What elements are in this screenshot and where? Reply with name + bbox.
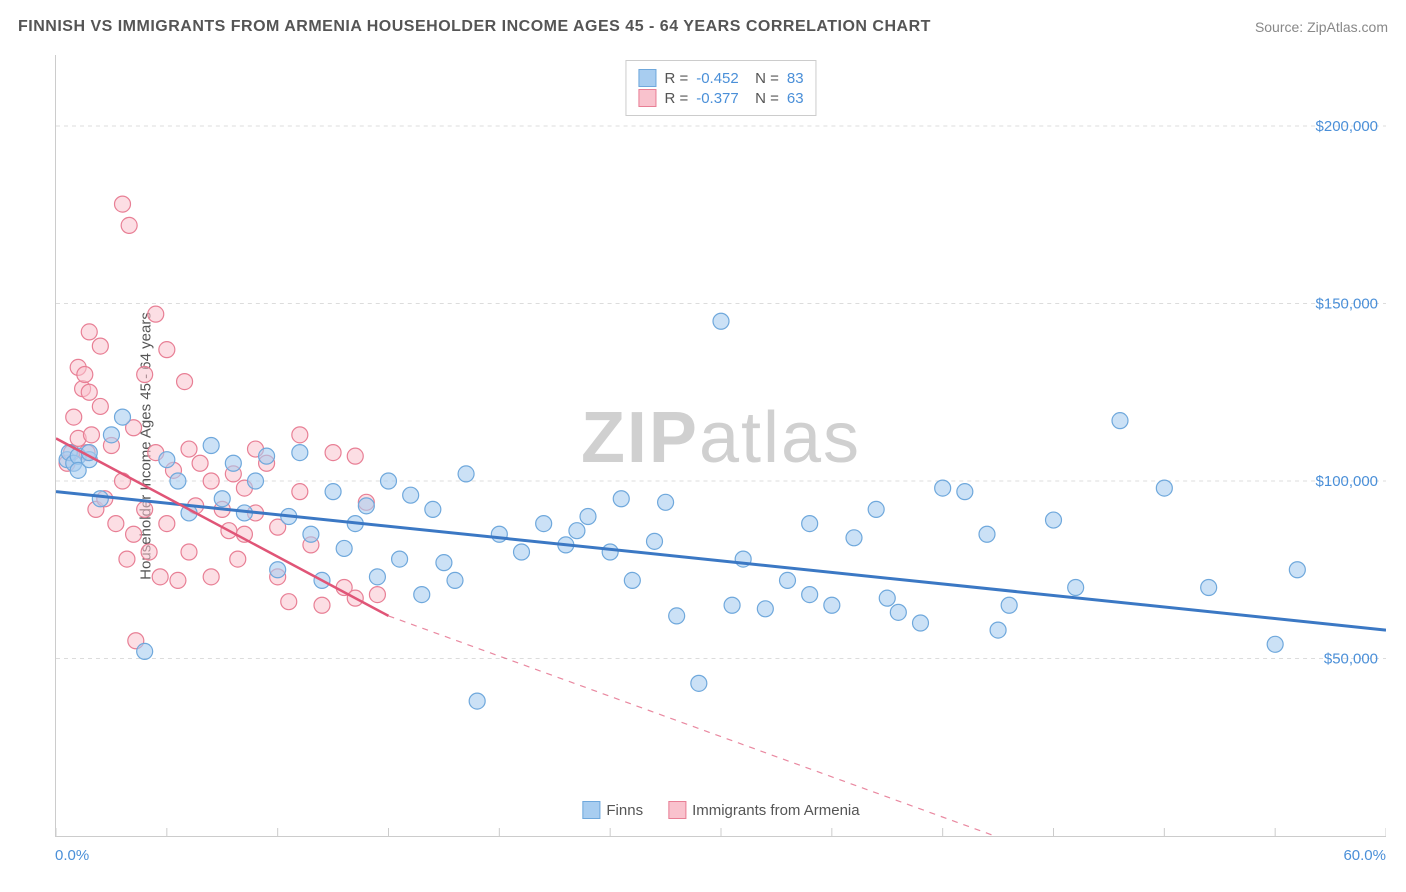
svg-text:$100,000: $100,000 <box>1316 473 1378 490</box>
chart-title: FINNISH VS IMMIGRANTS FROM ARMENIA HOUSE… <box>18 18 931 36</box>
x-axis-end-label: 60.0% <box>1343 847 1386 864</box>
swatch-finns <box>638 69 656 87</box>
correlation-stats-legend: R = -0.452 N = 83 R = -0.377 N = 63 <box>625 60 816 116</box>
legend-label: Immigrants from Armenia <box>692 802 860 819</box>
source-attribution: Source: ZipAtlas.com <box>1255 19 1388 35</box>
svg-text:$50,000: $50,000 <box>1324 650 1378 667</box>
scatter-plot-svg: $50,000 $100,000 $150,000 $200,000 <box>56 55 1386 836</box>
legend-item-armenia: Immigrants from Armenia <box>668 801 860 819</box>
svg-text:$200,000: $200,000 <box>1316 118 1378 135</box>
legend-item-finns: Finns <box>582 801 643 819</box>
series-legend: Finns Immigrants from Armenia <box>574 799 867 821</box>
swatch-armenia-icon <box>668 801 686 819</box>
x-axis-start-label: 0.0% <box>55 847 89 864</box>
chart-plot-area: ZIPatlas R = -0.452 N = 83 R = -0.377 N … <box>55 55 1386 837</box>
swatch-finns-icon <box>582 801 600 819</box>
stats-row-finns: R = -0.452 N = 83 <box>638 69 803 87</box>
swatch-armenia <box>638 89 656 107</box>
stats-row-armenia: R = -0.377 N = 63 <box>638 89 803 107</box>
legend-label: Finns <box>606 802 643 819</box>
svg-text:$150,000: $150,000 <box>1316 295 1378 312</box>
